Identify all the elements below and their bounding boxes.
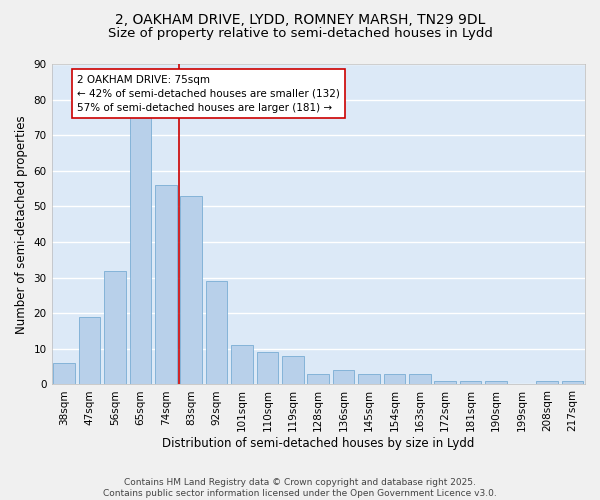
Bar [562, 381, 583, 384]
Bar [383, 374, 405, 384]
Bar [231, 346, 253, 385]
Text: Contains HM Land Registry data © Crown copyright and database right 2025.
Contai: Contains HM Land Registry data © Crown c… [103, 478, 497, 498]
Y-axis label: Number of semi-detached properties: Number of semi-detached properties [15, 115, 28, 334]
Bar [206, 281, 227, 384]
Text: 2, OAKHAM DRIVE, LYDD, ROMNEY MARSH, TN29 9DL: 2, OAKHAM DRIVE, LYDD, ROMNEY MARSH, TN2… [115, 12, 485, 26]
Bar [333, 370, 355, 384]
Bar [155, 185, 176, 384]
Bar [434, 381, 456, 384]
X-axis label: Distribution of semi-detached houses by size in Lydd: Distribution of semi-detached houses by … [162, 437, 475, 450]
Bar [130, 118, 151, 384]
Bar [358, 374, 380, 384]
Bar [181, 196, 202, 384]
Bar [282, 356, 304, 384]
Bar [485, 381, 507, 384]
Text: Size of property relative to semi-detached houses in Lydd: Size of property relative to semi-detach… [107, 28, 493, 40]
Bar [257, 352, 278, 384]
Bar [104, 270, 126, 384]
Bar [53, 363, 75, 384]
Bar [460, 381, 481, 384]
Bar [409, 374, 431, 384]
Bar [79, 317, 100, 384]
Bar [536, 381, 557, 384]
Text: 2 OAKHAM DRIVE: 75sqm
← 42% of semi-detached houses are smaller (132)
57% of sem: 2 OAKHAM DRIVE: 75sqm ← 42% of semi-deta… [77, 74, 340, 112]
Bar [307, 374, 329, 384]
